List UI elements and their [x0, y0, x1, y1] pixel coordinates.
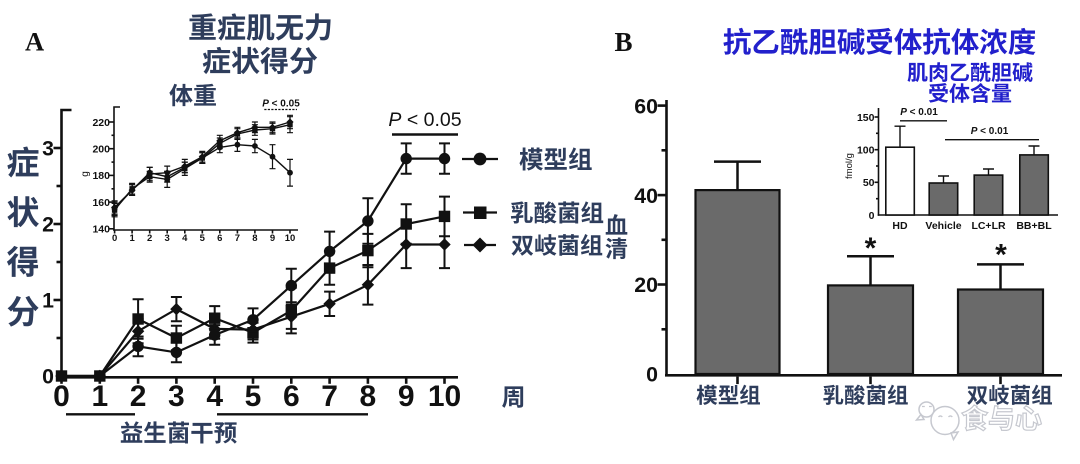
svg-text:P < 0.01: P < 0.01: [900, 107, 938, 118]
svg-text:180: 180: [92, 170, 110, 182]
svg-text:5: 5: [245, 380, 262, 413]
svg-text:BB+BL: BB+BL: [1016, 220, 1052, 232]
svg-text:P < 0.05: P < 0.05: [262, 99, 300, 110]
svg-text:0: 0: [869, 210, 875, 222]
svg-text:3: 3: [42, 137, 54, 161]
svg-text:140: 140: [92, 224, 110, 236]
svg-text:220: 220: [92, 117, 110, 129]
svg-text:0: 0: [53, 380, 70, 413]
svg-text:10: 10: [285, 233, 296, 244]
svg-text:6: 6: [217, 233, 222, 244]
svg-text:7: 7: [235, 233, 240, 244]
svg-text:0: 0: [646, 363, 658, 387]
svg-text:150: 150: [857, 112, 875, 124]
svg-text:Vehicle: Vehicle: [925, 220, 961, 232]
svg-text:9: 9: [398, 380, 415, 413]
svg-text:LC+LR: LC+LR: [971, 220, 1006, 232]
svg-text:8: 8: [252, 233, 257, 244]
svg-text:A: A: [25, 26, 44, 56]
svg-text:20: 20: [634, 273, 658, 297]
svg-text:P < 0.05: P < 0.05: [388, 109, 461, 131]
svg-text:6: 6: [283, 380, 300, 413]
svg-text:3: 3: [168, 380, 185, 413]
svg-text:50: 50: [863, 177, 875, 189]
svg-text:160: 160: [92, 197, 110, 209]
svg-text:1: 1: [129, 233, 135, 244]
svg-text:7: 7: [321, 380, 338, 413]
svg-text:fmol/g: fmol/g: [844, 153, 855, 179]
svg-text:5: 5: [200, 233, 206, 244]
svg-text:0: 0: [112, 233, 117, 244]
svg-text:2: 2: [42, 213, 54, 237]
svg-text:HD: HD: [892, 220, 908, 232]
svg-text:3: 3: [165, 233, 170, 244]
svg-text:200: 200: [92, 144, 110, 156]
svg-text:1: 1: [42, 289, 54, 313]
svg-text:10: 10: [428, 380, 461, 413]
svg-text:g: g: [80, 171, 91, 177]
svg-text:*: *: [995, 239, 1007, 272]
svg-text:60: 60: [634, 94, 658, 118]
svg-text:4: 4: [206, 380, 223, 413]
svg-text:2: 2: [147, 233, 152, 244]
svg-text:4: 4: [182, 233, 188, 244]
svg-text:40: 40: [634, 184, 658, 208]
svg-text:8: 8: [360, 380, 377, 413]
svg-text:*: *: [865, 232, 877, 265]
svg-text:0: 0: [42, 365, 54, 389]
svg-text:100: 100: [857, 145, 875, 157]
svg-text:9: 9: [270, 233, 275, 244]
svg-text:P < 0.01: P < 0.01: [971, 126, 1009, 137]
svg-text:1: 1: [91, 380, 108, 413]
svg-text:B: B: [615, 27, 633, 57]
svg-text:2: 2: [130, 380, 147, 413]
